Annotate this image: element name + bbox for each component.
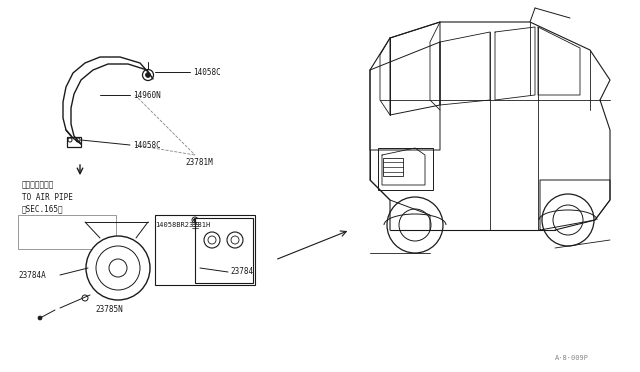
Bar xyxy=(378,148,433,190)
Circle shape xyxy=(68,138,72,142)
Text: 14058C: 14058C xyxy=(133,141,161,150)
Text: 14058C: 14058C xyxy=(193,67,221,77)
Circle shape xyxy=(542,194,594,246)
Text: 23781M: 23781M xyxy=(185,157,212,167)
Text: A·8·009P: A·8·009P xyxy=(555,355,589,361)
Bar xyxy=(155,215,255,285)
Text: TO AIR PIPE: TO AIR PIPE xyxy=(22,192,73,202)
Circle shape xyxy=(38,316,42,320)
Text: 23784: 23784 xyxy=(230,267,253,276)
Bar xyxy=(67,137,81,147)
Text: 14960N: 14960N xyxy=(133,90,161,99)
Text: （SEC.165）: （SEC.165） xyxy=(22,205,63,214)
Text: 23784A: 23784A xyxy=(18,270,45,279)
Circle shape xyxy=(204,232,220,248)
Bar xyxy=(18,215,116,249)
Text: 23785N: 23785N xyxy=(95,305,123,314)
Circle shape xyxy=(86,236,150,300)
Circle shape xyxy=(76,138,80,142)
Circle shape xyxy=(387,197,443,253)
Circle shape xyxy=(193,218,196,221)
Circle shape xyxy=(96,246,140,290)
Circle shape xyxy=(399,209,431,241)
Text: エア　パイプへ: エア パイプへ xyxy=(22,180,54,189)
Circle shape xyxy=(82,295,88,301)
Circle shape xyxy=(553,205,583,235)
Circle shape xyxy=(109,259,127,277)
Bar xyxy=(383,158,403,176)
Text: 14058BR23781H: 14058BR23781H xyxy=(155,222,211,228)
Circle shape xyxy=(208,236,216,244)
Bar xyxy=(195,218,253,283)
Circle shape xyxy=(227,232,243,248)
Circle shape xyxy=(143,70,154,80)
Circle shape xyxy=(231,236,239,244)
Circle shape xyxy=(192,217,198,223)
Circle shape xyxy=(145,73,150,77)
